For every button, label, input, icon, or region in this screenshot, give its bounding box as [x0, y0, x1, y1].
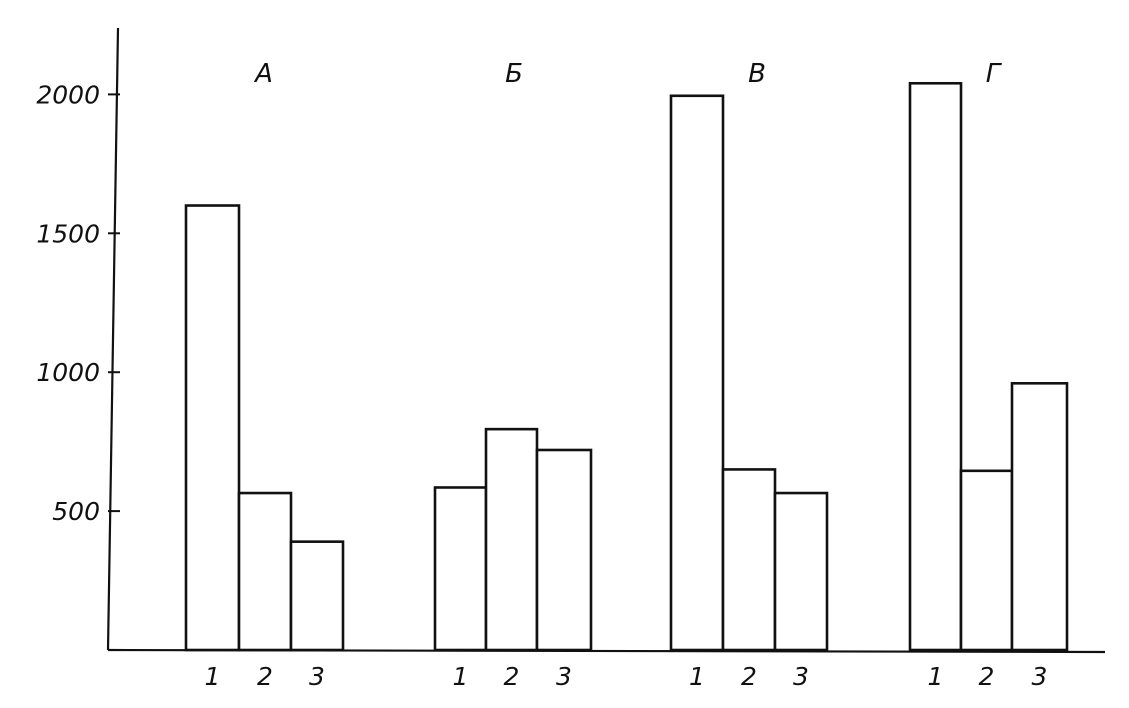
x-tick-label: 2 — [504, 662, 520, 691]
y-tick-label: 1500 — [36, 219, 100, 248]
bar — [433, 486, 488, 652]
bar — [1010, 382, 1069, 652]
x-tick-label: 3 — [793, 662, 809, 691]
x-tick-label: 2 — [741, 662, 757, 691]
bar — [535, 448, 593, 652]
y-axis-line — [106, 27, 120, 651]
x-tick-label: 3 — [1032, 662, 1048, 691]
bar — [908, 81, 963, 652]
bar — [959, 469, 1014, 652]
x-tick-label: 1 — [205, 662, 221, 691]
bar — [484, 427, 539, 652]
bars — [184, 81, 1069, 652]
group-label: Б — [505, 59, 523, 89]
x-tick-label: 1 — [928, 662, 944, 691]
y-tick-label: 500 — [52, 497, 100, 526]
bar — [289, 540, 345, 652]
x-tick-label: 2 — [257, 662, 273, 691]
bar — [669, 94, 725, 652]
bar — [184, 204, 241, 652]
y-axis-ticks — [108, 93, 120, 513]
y-tick-label: 1000 — [36, 358, 100, 387]
labels: 500 1000 1500 2000 1 2 3 А 1 2 3 Б 1 2 3 В 1 2 3 Г — [36, 59, 1047, 691]
x-tick-label: 3 — [556, 662, 572, 691]
x-tick-label: 1 — [689, 662, 705, 691]
bar — [721, 468, 777, 652]
bar — [237, 491, 293, 652]
x-tick-label: 2 — [979, 662, 995, 691]
group-label: Г — [986, 59, 1003, 89]
bar — [773, 491, 829, 652]
group-label: В — [748, 59, 766, 89]
x-tick-label: 3 — [309, 662, 325, 691]
x-tick-label: 1 — [453, 662, 469, 691]
group-label: А — [253, 59, 273, 89]
y-tick-label: 2000 — [36, 80, 100, 109]
